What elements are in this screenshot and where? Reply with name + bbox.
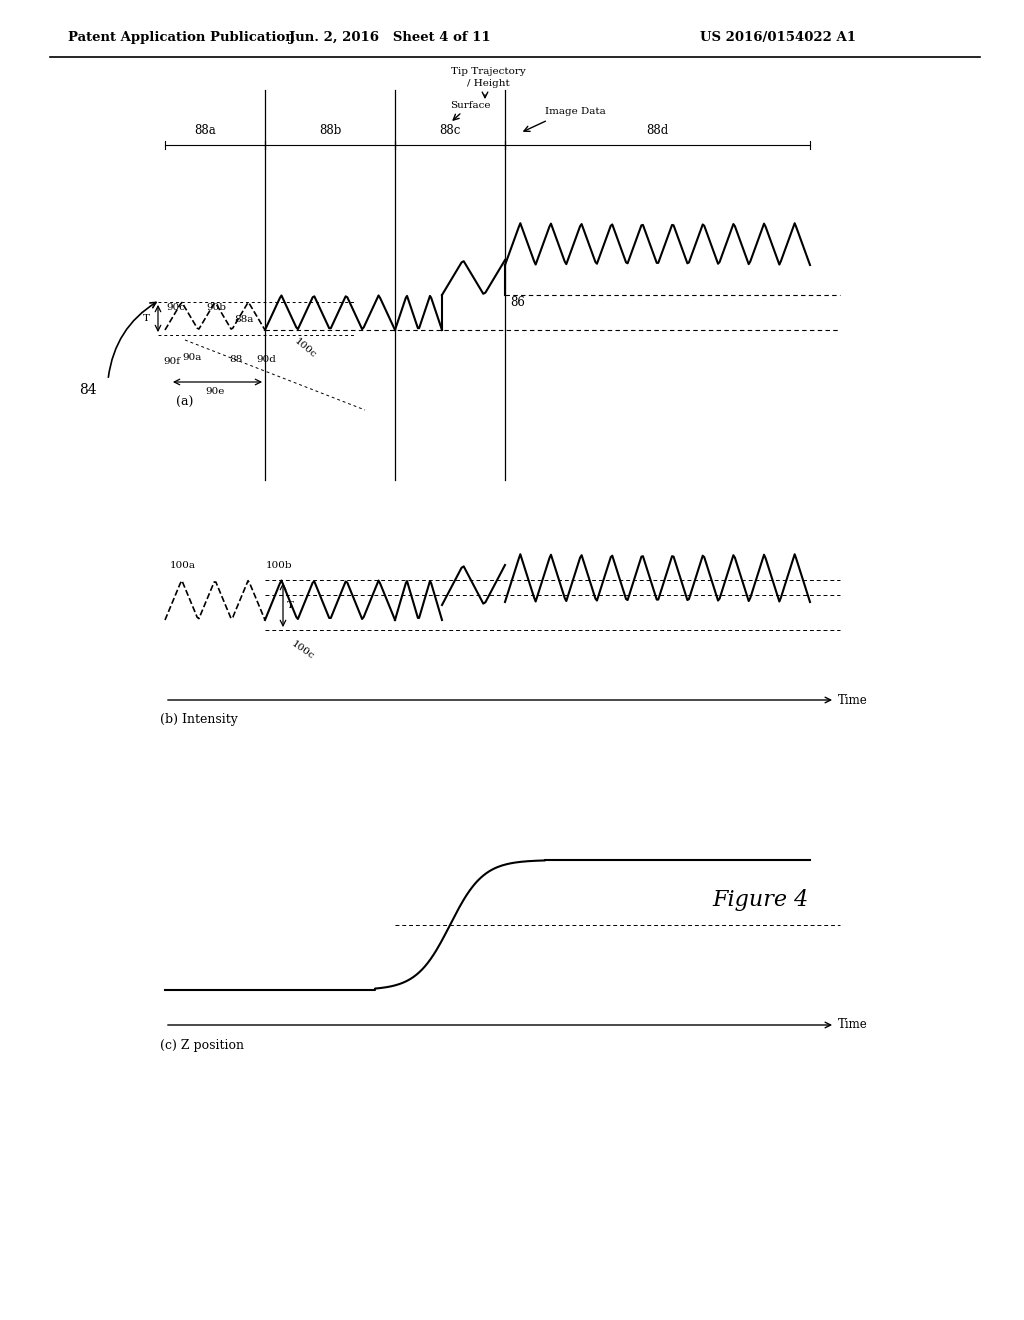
Text: 88a: 88a bbox=[195, 124, 216, 137]
Text: Jun. 2, 2016   Sheet 4 of 11: Jun. 2, 2016 Sheet 4 of 11 bbox=[289, 30, 490, 44]
Text: (b) Intensity: (b) Intensity bbox=[160, 714, 238, 726]
Text: 86: 86 bbox=[510, 297, 525, 309]
Text: (c) Z position: (c) Z position bbox=[160, 1039, 244, 1052]
Text: 90b: 90b bbox=[206, 304, 226, 313]
Text: 88d: 88d bbox=[646, 124, 669, 137]
Text: Tip Trajectory: Tip Trajectory bbox=[451, 67, 525, 77]
Text: 90f: 90f bbox=[164, 358, 180, 367]
Text: Time: Time bbox=[838, 1019, 867, 1031]
Text: 90d: 90d bbox=[256, 355, 275, 364]
Text: Image Data: Image Data bbox=[545, 107, 606, 116]
Text: US 2016/0154022 A1: US 2016/0154022 A1 bbox=[700, 30, 856, 44]
Text: T: T bbox=[142, 314, 150, 323]
Text: 90e: 90e bbox=[206, 388, 224, 396]
Text: 100b: 100b bbox=[265, 561, 292, 570]
Text: 100a: 100a bbox=[170, 561, 196, 569]
Text: 88c: 88c bbox=[439, 124, 461, 137]
Text: 90a: 90a bbox=[182, 354, 202, 363]
Text: 88a: 88a bbox=[234, 315, 254, 325]
Text: 90c: 90c bbox=[167, 304, 185, 313]
Text: (a): (a) bbox=[176, 396, 194, 408]
Text: Figure 4: Figure 4 bbox=[712, 888, 808, 911]
Text: 88: 88 bbox=[229, 355, 243, 364]
Text: T: T bbox=[287, 601, 294, 610]
Text: / Height: / Height bbox=[467, 78, 509, 87]
Text: 84: 84 bbox=[79, 383, 97, 397]
Text: Surface: Surface bbox=[450, 100, 490, 110]
Text: Time: Time bbox=[838, 693, 867, 706]
Text: Patent Application Publication: Patent Application Publication bbox=[68, 30, 295, 44]
Text: 100c: 100c bbox=[290, 639, 316, 661]
Text: 88b: 88b bbox=[318, 124, 341, 137]
Text: 100c: 100c bbox=[292, 337, 317, 359]
